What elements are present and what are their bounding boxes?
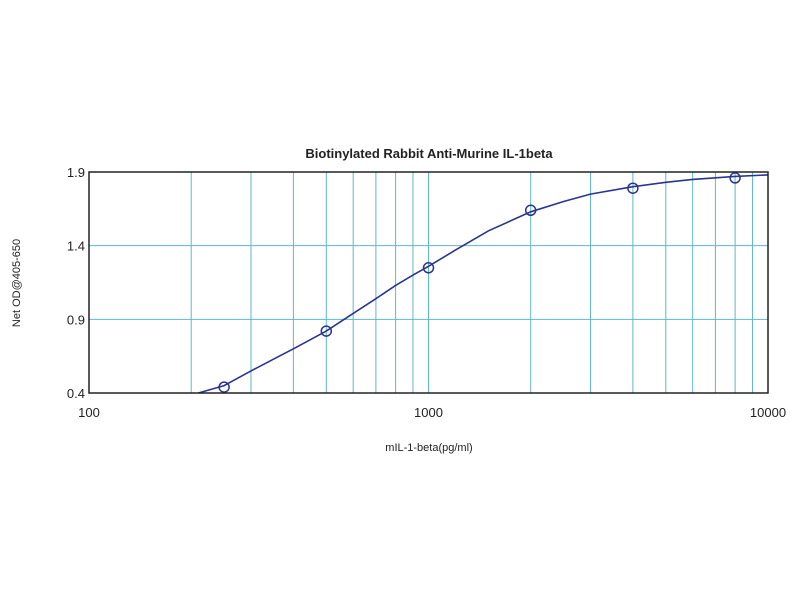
x-tick-label: 1000	[414, 405, 443, 420]
chart-title: Biotinylated Rabbit Anti-Murine IL-1beta	[305, 146, 553, 161]
y-tick-label: 1.9	[67, 165, 85, 180]
data-points-layer	[218, 172, 741, 393]
data-point	[524, 204, 537, 217]
y-tick-label: 0.9	[67, 312, 85, 327]
y-tick-labels: 0.4 0.9 1.4 1.9	[67, 165, 85, 401]
data-point	[422, 262, 435, 274]
y-tick-label: 1.4	[67, 239, 85, 254]
y-axis-label: Net OD@405-650	[11, 239, 23, 327]
fitted-curve-layer	[198, 174, 769, 394]
data-point	[729, 172, 741, 184]
data-point	[218, 381, 230, 393]
data-point	[627, 182, 639, 194]
data-point	[320, 325, 333, 337]
x-tick-label: 100	[78, 405, 100, 420]
x-axis-label: mIL-1-beta(pg/ml)	[385, 442, 472, 454]
x-tick-label: 10000	[750, 405, 786, 420]
fitted-curve	[198, 174, 769, 394]
y-tick-label: 0.4	[67, 386, 85, 401]
gridlines	[89, 172, 768, 393]
plot-frame	[88, 171, 769, 394]
x-tick-labels: 100 1000 10000	[78, 405, 786, 420]
